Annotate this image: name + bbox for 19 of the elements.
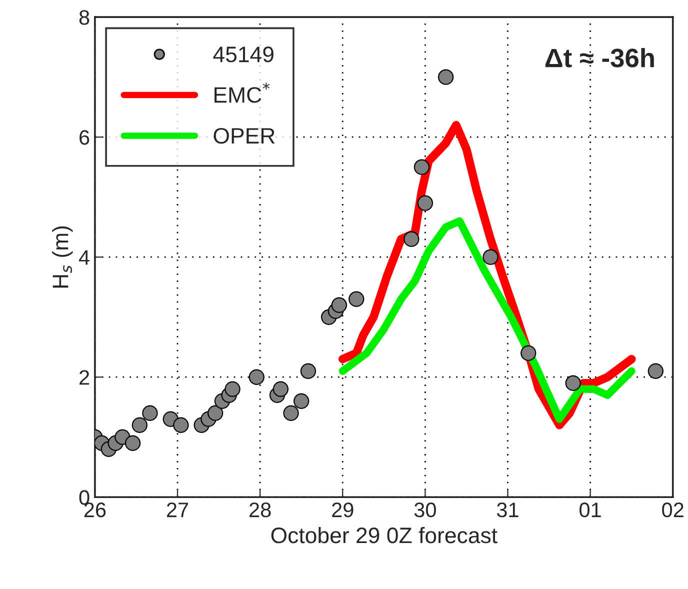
x-tick-label: 01 [580,502,601,518]
legend-label: EMC$^{*}$ [214,82,270,103]
y-tick-label: 6 [80,130,90,145]
x-axis-title: October 29 0Z forecast [271,526,498,544]
x-tick-label: 31 [496,502,518,518]
legend-label: 45149 [213,46,274,62]
y-tick-label: 4 [78,250,90,265]
y-tick-label: 8 [79,10,90,25]
x-tick-label: 29 [332,502,354,518]
x-tick-label: 30 [414,502,436,518]
x-tick-label: 28 [250,502,271,518]
y-tick-label: 2 [80,370,90,385]
legend-label: OPER [214,128,275,144]
x-tick-label: 02 [662,502,684,518]
x-tick-label: 26 [84,502,106,518]
x-tick-label: 27 [166,502,188,518]
y-tick-label: 0 [79,490,90,505]
y-axis-title: H$_{s}$ (m) [52,226,73,288]
annotation: Δt ≈ -36h [545,48,654,68]
